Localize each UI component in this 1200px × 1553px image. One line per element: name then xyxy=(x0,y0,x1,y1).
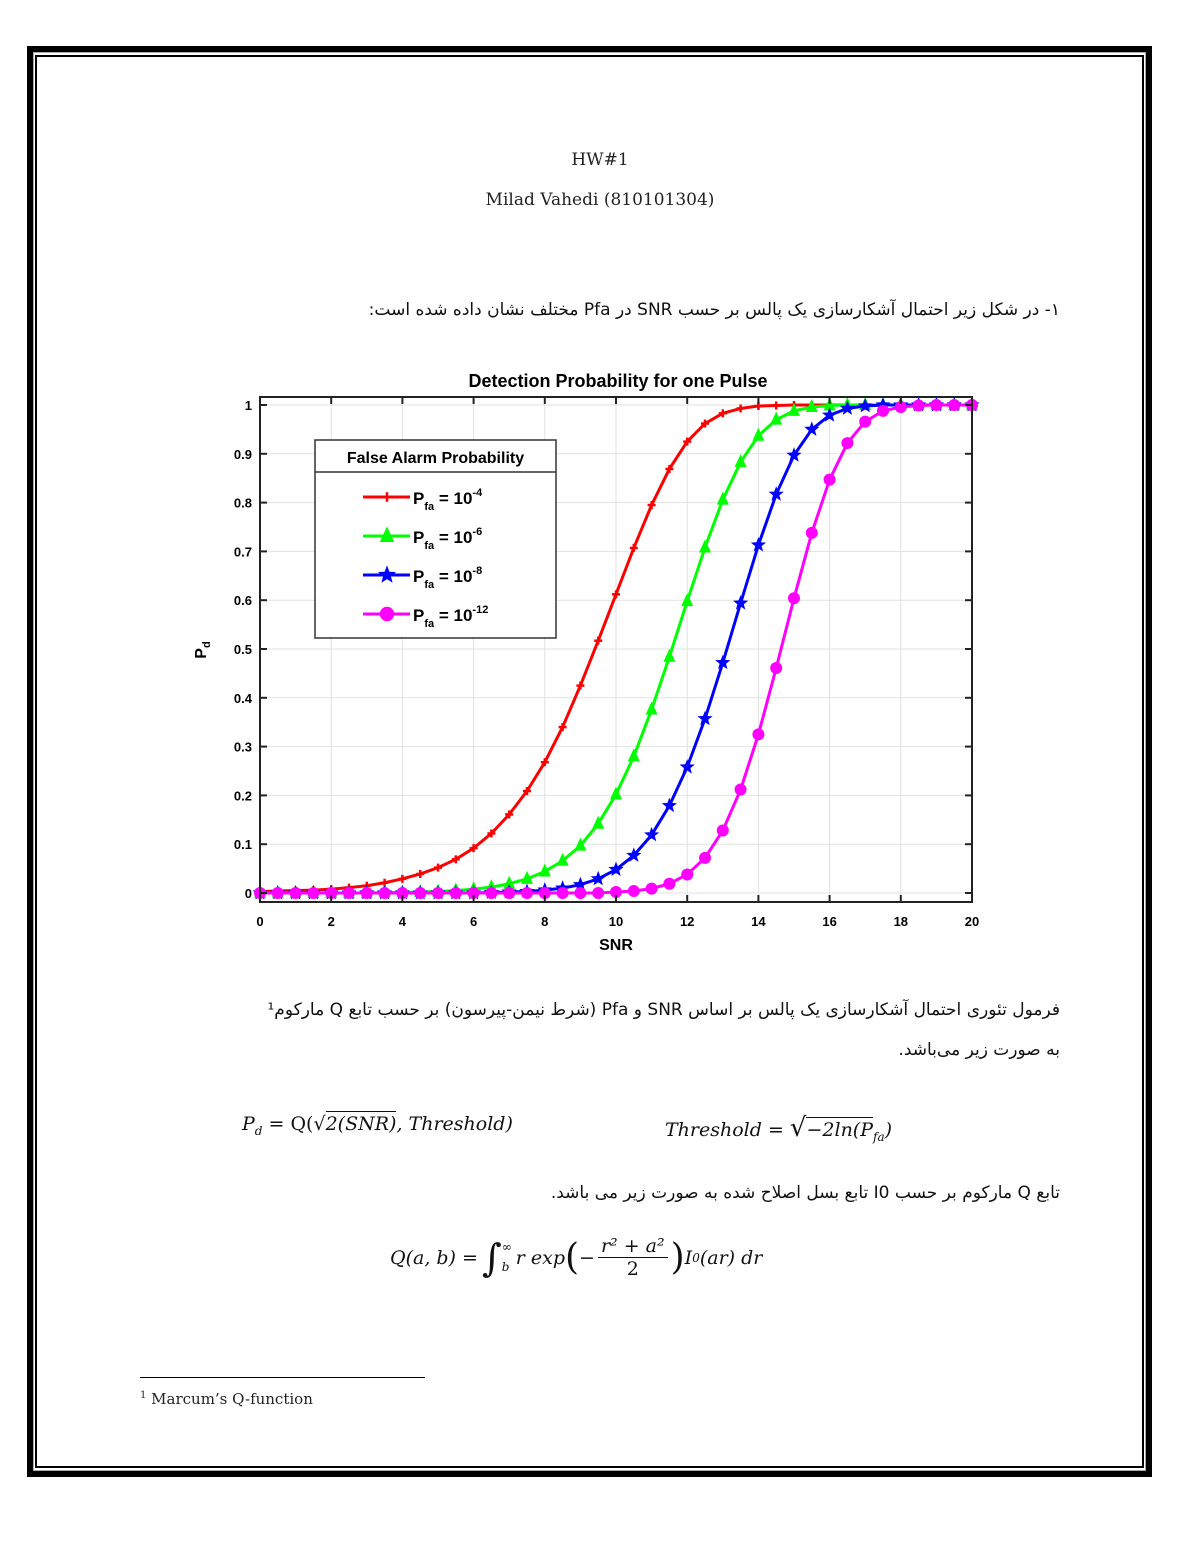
svg-text:Pfa = 10-12: Pfa = 10-12 xyxy=(413,604,488,630)
q-exp-term: r exp xyxy=(515,1246,565,1269)
bessel-symbol: I xyxy=(684,1246,693,1269)
chart-series xyxy=(252,397,980,900)
svg-text:0.4: 0.4 xyxy=(234,691,253,706)
footnote: 1 Marcum’s Q-function xyxy=(140,1390,313,1408)
svg-text:0: 0 xyxy=(245,886,252,901)
svg-text:8: 8 xyxy=(541,914,548,929)
pd-rest: , Threshold) xyxy=(396,1113,513,1135)
threshold-close: ) xyxy=(884,1119,893,1141)
footnote-marker: 1 xyxy=(140,1390,147,1401)
pd-sqrt-arg: 2(SNR) xyxy=(325,1111,397,1135)
svg-text:6: 6 xyxy=(470,914,477,929)
formula-intro-line1: فرمول تئوری احتمال آشکارسازی یک پالس بر … xyxy=(267,1000,1060,1020)
y-axis-label: Pd xyxy=(193,641,213,658)
q-fraction: r² + a² 2 xyxy=(597,1235,668,1280)
chart-svg: Detection Probability for one Pulse 0 2 4 6… xyxy=(193,371,980,954)
svg-text:Pfa = 10-6: Pfa = 10-6 xyxy=(413,526,482,552)
svg-text:12: 12 xyxy=(680,914,694,929)
threshold-lhs: Threshold = xyxy=(665,1119,790,1141)
page-border-gap xyxy=(33,52,1146,1471)
chart-title: Detection Probability for one Pulse xyxy=(468,371,767,391)
svg-text:0.7: 0.7 xyxy=(234,544,252,559)
svg-text:0.2: 0.2 xyxy=(234,788,252,803)
threshold-subscript: fa xyxy=(873,1129,885,1144)
q-denominator: 2 xyxy=(626,1258,639,1280)
threshold-sqrt-arg: −2ln(P xyxy=(806,1117,874,1141)
svg-text:False Alarm Probability: False Alarm Probability xyxy=(347,450,524,467)
svg-text:16: 16 xyxy=(822,914,836,929)
detection-probability-chart: Detection Probability for one Pulse 0 2 4 6… xyxy=(180,360,1010,960)
svg-text:10: 10 xyxy=(609,914,623,929)
svg-text:Pd: Pd xyxy=(193,641,213,658)
integral-lower-limit: b xyxy=(501,1259,510,1274)
svg-text:0.6: 0.6 xyxy=(234,593,252,608)
svg-text:4: 4 xyxy=(399,914,407,929)
chart-ticks: 0 2 4 6 8 10 12 14 16 18 20 0 0.1 0.2 0.3 0.4 0.5 0.6 0.7 0… xyxy=(234,397,979,929)
threshold-equation: Threshold = √−2ln(Pfa) xyxy=(665,1113,893,1144)
document-title: HW#1 xyxy=(571,150,629,170)
q-tail: (ar) dr xyxy=(699,1246,763,1269)
footnote-text: Marcum’s Q-function xyxy=(151,1390,313,1408)
intro-paragraph: ۱- در شکل زیر احتمال آشکارسازی یک پالس ب… xyxy=(368,300,1060,320)
q-numerator: r² + a² xyxy=(597,1235,668,1258)
pd-subscript: d xyxy=(254,1123,263,1138)
svg-text:14: 14 xyxy=(751,914,766,929)
page-border-inner xyxy=(35,55,1144,1468)
formula-intro-line2: به صورت زیر می‌باشد. xyxy=(898,1040,1060,1060)
bessel-subscript: 0 xyxy=(692,1250,700,1265)
svg-text:0.5: 0.5 xyxy=(234,642,252,657)
pd-equals: = Q( xyxy=(262,1113,314,1135)
chart-legend: False Alarm Probability Pfa = 10-4 Pfa = 1… xyxy=(314,439,557,639)
svg-text:0.3: 0.3 xyxy=(234,740,252,755)
footnote-divider xyxy=(140,1377,425,1378)
svg-text:20: 20 xyxy=(965,914,979,929)
marcum-intro: تابع Q مارکوم بر حسب I0 تابع بسل اصلاح ش… xyxy=(550,1183,1060,1203)
svg-text:0.9: 0.9 xyxy=(234,447,252,462)
page-border-outer xyxy=(27,46,1152,1477)
q-lhs: Q(a, b) = xyxy=(390,1246,478,1269)
svg-text:1: 1 xyxy=(245,398,252,413)
pd-symbol: P xyxy=(242,1113,255,1135)
x-axis-label: SNR xyxy=(599,937,633,954)
svg-text:0.1: 0.1 xyxy=(234,837,252,852)
integral-upper-limit: ∞ xyxy=(501,1240,512,1255)
svg-text:Pfa = 10-4: Pfa = 10-4 xyxy=(413,487,483,513)
svg-text:0: 0 xyxy=(256,914,263,929)
svg-text:Pfa = 10-8: Pfa = 10-8 xyxy=(413,565,482,591)
pd-equation: Pd = Q(√2(SNR), Threshold) xyxy=(242,1111,513,1138)
svg-text:2: 2 xyxy=(328,914,335,929)
svg-text:0.8: 0.8 xyxy=(234,496,252,511)
series-circle xyxy=(254,399,978,899)
svg-text:18: 18 xyxy=(894,914,908,929)
integral-sign: ∫ ∞ b xyxy=(481,1235,512,1280)
author-line: Milad Vahedi (810101304) xyxy=(485,190,715,210)
